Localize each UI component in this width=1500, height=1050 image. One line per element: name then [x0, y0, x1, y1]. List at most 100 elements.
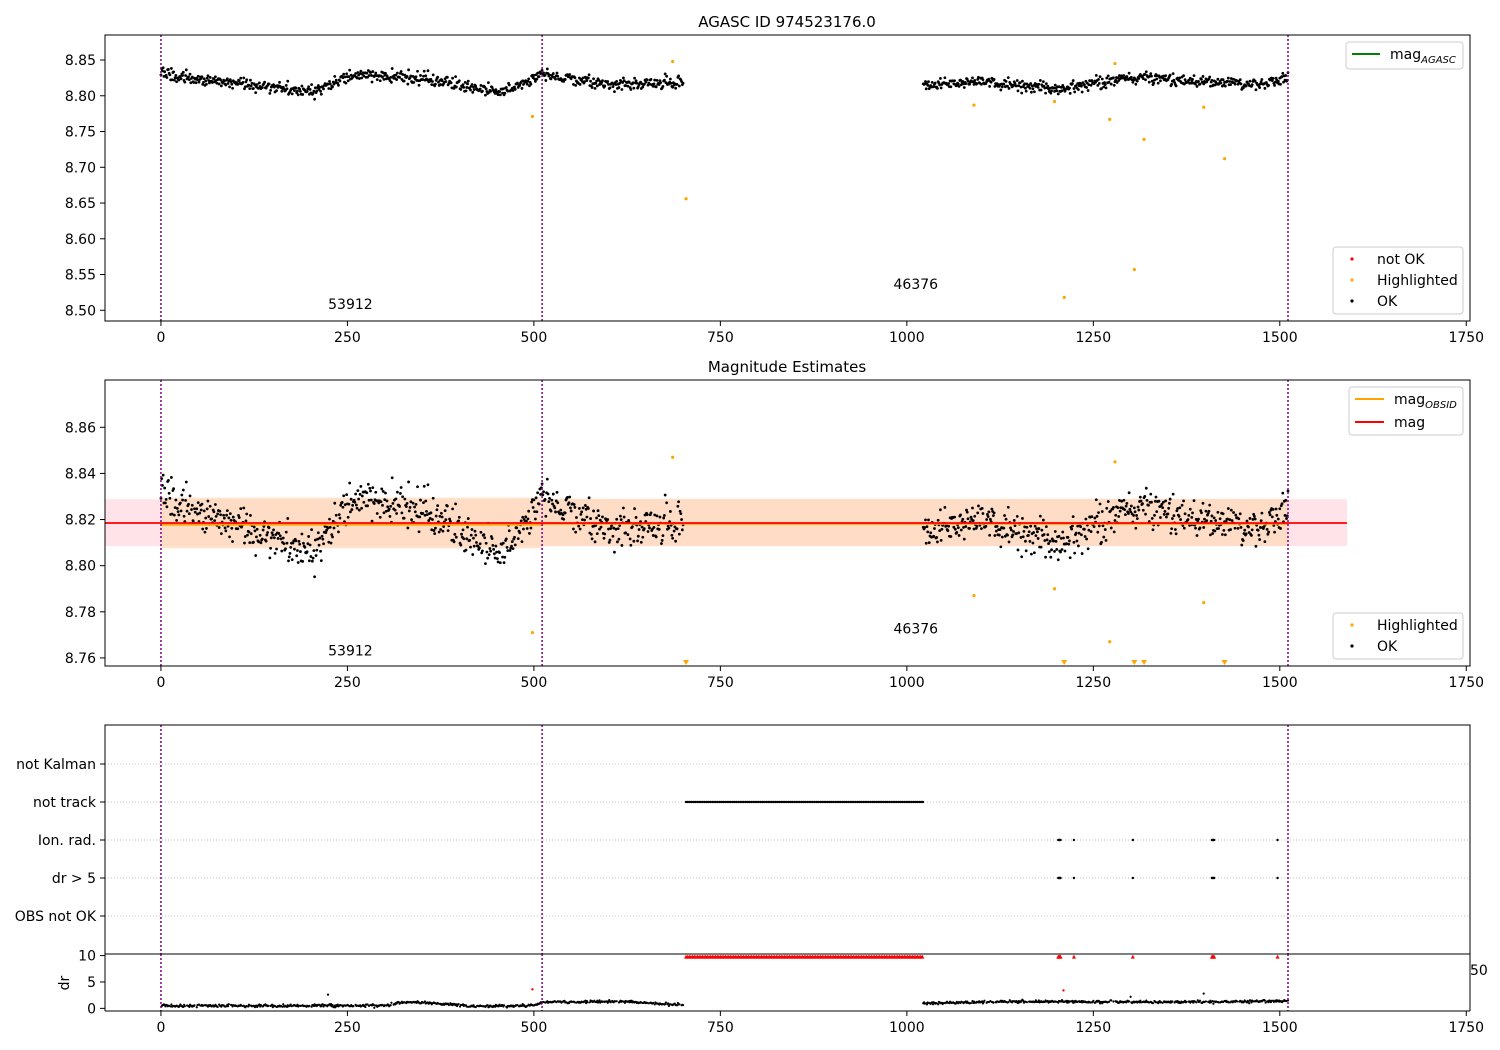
ok-point	[1021, 79, 1024, 83]
ok-point	[441, 529, 445, 533]
flag-point-not-track	[765, 800, 768, 804]
ok-point	[534, 496, 538, 500]
ok-point	[255, 83, 259, 86]
ok-point	[486, 556, 490, 560]
ok-point	[367, 498, 371, 502]
ok-point	[1276, 517, 1280, 521]
ok-point	[532, 498, 536, 502]
ok-point	[608, 538, 612, 542]
legend-marker-not-ok	[1350, 257, 1354, 261]
ok-point	[592, 509, 595, 513]
ok-point	[674, 539, 678, 543]
ok-point	[313, 538, 317, 542]
ok-point	[357, 508, 361, 512]
ok-point	[492, 552, 496, 556]
ok-point	[444, 518, 448, 522]
ok-point	[1170, 517, 1174, 520]
ok-point	[619, 514, 622, 518]
ok-point	[583, 504, 587, 507]
ok-point	[378, 515, 382, 519]
ok-point	[311, 92, 315, 95]
ok-point	[1151, 528, 1155, 532]
ok-point	[1257, 533, 1261, 537]
ok-point	[956, 82, 960, 86]
dr-ok-point	[1202, 992, 1205, 995]
ok-point	[398, 504, 402, 508]
ok-point	[1177, 514, 1181, 518]
ok-point	[968, 527, 971, 530]
flag-point-not-track	[917, 800, 921, 804]
flag-point-not-track	[862, 800, 865, 804]
ok-point	[369, 498, 373, 502]
ok-point	[1259, 80, 1263, 84]
dr-ok-point	[1128, 1000, 1131, 1003]
ok-point	[1173, 528, 1177, 531]
ok-point	[1157, 499, 1161, 503]
ok-point	[445, 504, 449, 508]
ok-point	[938, 529, 942, 532]
ok-point	[188, 72, 192, 76]
legend-label: mag	[1394, 415, 1425, 431]
ok-point	[203, 530, 207, 534]
ok-point	[219, 513, 223, 517]
ok-point	[1143, 72, 1147, 76]
ok-point	[1070, 527, 1074, 531]
ok-point	[642, 527, 646, 531]
ok-point	[1123, 513, 1127, 517]
ok-point	[972, 527, 976, 531]
ok-point	[601, 79, 604, 83]
ok-point	[435, 508, 439, 512]
ok-point	[988, 517, 992, 521]
flag-point-not-track	[891, 800, 895, 804]
ok-point	[648, 526, 651, 530]
ok-point	[1168, 73, 1172, 77]
flag-point-not-track	[793, 800, 796, 804]
ok-point	[1079, 82, 1083, 86]
dr-ok-point	[516, 1003, 519, 1007]
ok-point	[187, 502, 190, 506]
legend-label: magOBSID	[1394, 392, 1457, 411]
ok-point	[1250, 528, 1254, 532]
ok-point	[1023, 525, 1027, 529]
ok-point	[939, 77, 942, 80]
ok-point	[949, 535, 953, 538]
ok-point	[616, 527, 620, 531]
ok-point	[616, 540, 619, 544]
ok-point	[988, 84, 992, 88]
ok-point	[474, 533, 478, 537]
ok-point	[1112, 83, 1116, 87]
dr-ok-point	[1107, 1000, 1111, 1003]
ok-point	[362, 500, 366, 504]
ok-point	[987, 510, 991, 514]
ok-point	[1192, 499, 1196, 503]
ok-point	[1182, 74, 1185, 78]
ok-point	[395, 512, 399, 515]
ok-point	[569, 509, 573, 513]
ok-point	[1021, 535, 1025, 539]
highlighted-below-marker	[1061, 660, 1068, 665]
y-tick-label: 8.76	[65, 651, 96, 667]
ok-point	[408, 506, 412, 509]
ok-point	[1013, 524, 1017, 528]
ok-point	[1044, 91, 1047, 95]
ok-point	[631, 81, 635, 85]
ok-point	[1176, 507, 1180, 510]
ok-point	[622, 79, 626, 83]
ok-point	[172, 78, 176, 82]
ok-point	[462, 86, 466, 89]
ok-point	[1199, 509, 1203, 512]
ok-point	[1096, 530, 1100, 534]
dr-clipped-marker	[920, 954, 925, 959]
ok-point	[1036, 537, 1040, 540]
ok-point	[989, 80, 993, 84]
ok-point	[419, 74, 422, 77]
ok-point	[418, 515, 422, 519]
ok-point	[269, 88, 272, 92]
ok-point	[1127, 491, 1131, 495]
ok-point	[484, 87, 488, 91]
ok-point	[249, 84, 253, 88]
ok-point	[259, 541, 263, 545]
ok-point	[299, 90, 302, 93]
dr-ok-point	[216, 1005, 219, 1009]
ok-point	[1213, 83, 1217, 87]
